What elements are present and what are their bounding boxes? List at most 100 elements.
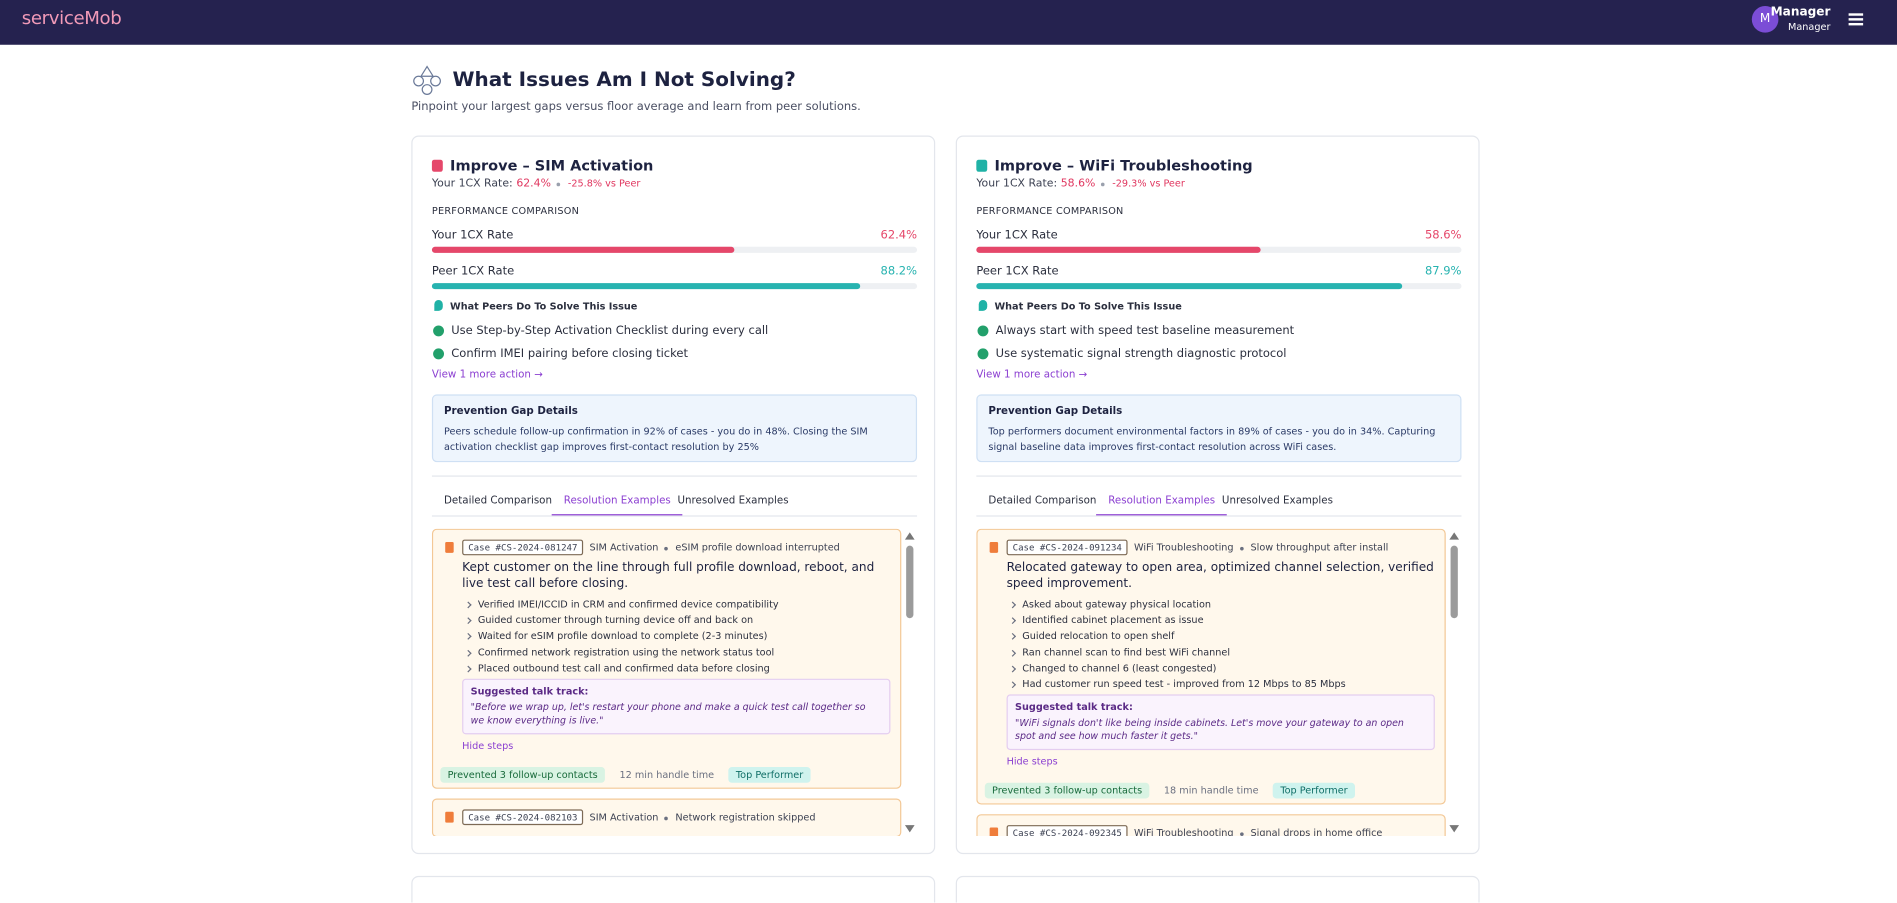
card: Improve – WiFi Troubleshooting Your 1CX R… [955, 135, 1480, 855]
badge-row: Prevented 3 follow-up contacts 18 min han… [984, 776, 1435, 799]
rate-value: 62.4% [516, 177, 551, 190]
case-category: SIM Activation [589, 811, 659, 823]
step: Identified cabinet placement as issue [1007, 612, 1435, 628]
case-issue: eSIM profile download interrupted [675, 541, 840, 553]
talk-quote: "WiFi signals don't like being inside ca… [1015, 717, 1404, 742]
case-issue: Slow throughput after install [1250, 541, 1389, 553]
more-link[interactable]: View 1 more action → [976, 368, 1088, 382]
tab[interactable]: Resolution Examples [551, 495, 683, 516]
card [955, 875, 1480, 903]
case-meta: Case #CS-2024-092345 WiFi Troubleshooting… [1006, 825, 1435, 836]
bar-track [976, 246, 1462, 253]
step: Had customer run speed test - improved f… [1007, 676, 1435, 692]
tab[interactable]: Resolution Examples [1096, 495, 1228, 516]
examples-scroll: Case #CS-2024-091234 WiFi Troubleshooting… [976, 528, 1461, 836]
step: Placed outbound test call and confirmed … [462, 660, 890, 676]
tab[interactable]: Unresolved Examples [1221, 494, 1333, 507]
case-id: Case #CS-2024-092345 [1006, 825, 1128, 836]
badge: Prevented 3 follow-up contacts [984, 783, 1150, 799]
case-headline: Kept customer on the line through full p… [462, 561, 875, 591]
talk-quote: "Before we wrap up, let's restart your p… [470, 701, 866, 726]
step: Changed to channel 6 (least congested) [1007, 660, 1435, 676]
rate-label: Your 1CX Rate: [431, 177, 513, 190]
case-meta: Case #CS-2024-091234 WiFi Troubleshooting… [1006, 539, 1435, 557]
page-title: What Issues Am I Not Solving? [452, 67, 796, 91]
tab[interactable]: Detailed Comparison [988, 494, 1097, 507]
case-category: WiFi Troubleshooting [1133, 827, 1234, 836]
talk-label: Suggested talk track: [470, 685, 589, 697]
peers-heading: What Peers Do To Solve This Issue [976, 300, 1182, 312]
card-title: Improve – WiFi Troubleshooting [976, 157, 1253, 175]
hide-steps[interactable]: Hide steps [462, 740, 514, 752]
bar [431, 246, 735, 253]
talk-label: Suggested talk track: [1015, 701, 1133, 713]
step: Ran channel scan to find best WiFi chann… [1007, 644, 1435, 660]
talk-track: Suggested talk track: "Before we wrap up,… [462, 678, 891, 735]
badge: 18 min handle time [1163, 785, 1259, 797]
file-icon [989, 827, 999, 836]
avatar[interactable]: M [1751, 6, 1779, 33]
file-icon [989, 541, 999, 553]
card-title: Improve – SIM Activation [431, 157, 654, 175]
case-meta: Case #CS-2024-082103 SIM Activation Networ… [462, 809, 890, 826]
bar-label: Peer 1CX Rate [431, 264, 515, 279]
top-bar: serviceMob M Manager Manager [0, 0, 1897, 45]
gap-title: Prevention Gap Details [444, 405, 578, 418]
peer-action: Always start with speed test baseline me… [976, 324, 1294, 338]
hide-steps[interactable]: Hide steps [1006, 756, 1058, 768]
step-list: Asked about gateway physical location Ide… [1007, 596, 1435, 692]
card-icon [976, 159, 988, 172]
case-category: SIM Activation [589, 541, 659, 553]
case-headline: Relocated gateway to open area, optimize… [1006, 561, 1434, 591]
scrollbar-thumb[interactable] [1450, 545, 1458, 619]
section-heading: PERFORMANCE COMPARISON [431, 205, 580, 217]
step: Guided relocation to open shelf [1007, 628, 1435, 644]
step: Confirmed network registration using the… [462, 644, 890, 660]
case-id: Case #CS-2024-082103 [462, 809, 584, 826]
gap-title: Prevention Gap Details [988, 405, 1123, 418]
card-icon [431, 159, 443, 172]
divider [431, 475, 918, 477]
card-title-text: Improve – WiFi Troubleshooting [994, 157, 1253, 175]
scroll-down[interactable] [904, 825, 915, 833]
file-icon [445, 541, 454, 553]
scrollbar-thumb[interactable] [906, 545, 914, 619]
bar-label: Your 1CX Rate [976, 228, 1058, 242]
peer-action: Confirm IMEI pairing before closing tick… [432, 347, 688, 361]
step: Waited for eSIM profile download to comp… [462, 628, 890, 644]
scroll-up[interactable] [1449, 532, 1460, 540]
gap-text: Peers schedule follow-up confirmation in… [444, 425, 868, 453]
scroll-down[interactable] [1449, 825, 1460, 833]
rate-delta: -25.8% vs Peer [567, 177, 641, 189]
card: Improve – SIM Activation Your 1CX Rate: 62… [411, 135, 936, 855]
bar [976, 283, 1403, 290]
rate-label: Your 1CX Rate: [976, 177, 1058, 190]
badge-row: Prevented 3 follow-up contacts 12 min han… [440, 760, 890, 783]
file-icon [445, 811, 454, 823]
case-issue: Signal drops in home office [1250, 828, 1382, 836]
badge: Top Performer [728, 767, 811, 783]
badge: Prevented 3 follow-up contacts [440, 767, 605, 783]
user-role: Manager [1788, 21, 1831, 33]
more-link[interactable]: View 1 more action → [431, 368, 543, 382]
step: Guided customer through turning device o… [462, 612, 890, 628]
example-card: Case #CS-2024-082103 SIM Activation Networ… [431, 798, 902, 836]
brand-logo[interactable]: serviceMob [21, 7, 122, 30]
menu-button[interactable] [1848, 13, 1864, 26]
tab[interactable]: Unresolved Examples [677, 494, 789, 507]
bar-value: 62.4% [880, 228, 918, 242]
scroll-up[interactable] [904, 532, 915, 540]
tab[interactable]: Detailed Comparison [444, 494, 552, 507]
card [411, 875, 936, 903]
rate-line: Your 1CX Rate: 58.6% -29.3% vs Peer [976, 178, 1185, 190]
card-title-text: Improve – SIM Activation [450, 157, 654, 175]
section-heading: PERFORMANCE COMPARISON [976, 205, 1124, 217]
case-issue: Network registration skipped [675, 811, 816, 823]
case-id: Case #CS-2024-091234 [1006, 539, 1128, 556]
gap-box: Prevention Gap Details Top performers doc… [976, 394, 1462, 463]
example-card: Case #CS-2024-081247 SIM Activation eSIM p… [431, 528, 902, 789]
gap-box: Prevention Gap Details Peers schedule fol… [431, 394, 918, 463]
bar-value: 58.6% [1424, 228, 1462, 242]
